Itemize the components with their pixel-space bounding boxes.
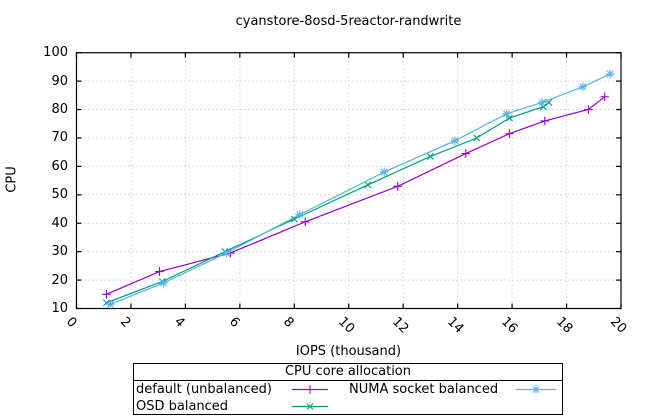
data-point-marker bbox=[461, 149, 471, 158]
data-point-marker bbox=[102, 289, 111, 299]
data-point-marker bbox=[364, 181, 372, 189]
legend-entry-label: OSD balanced bbox=[136, 399, 229, 414]
legend-sample-line bbox=[292, 398, 328, 415]
data-point-marker bbox=[106, 299, 115, 309]
data-point-marker bbox=[300, 217, 310, 227]
y-tick-label: 10 bbox=[51, 301, 68, 316]
data-point-marker bbox=[600, 92, 609, 102]
data-point-marker bbox=[159, 278, 168, 288]
series-line-default-unbalanced- bbox=[106, 96, 606, 295]
legend-sample-line bbox=[292, 381, 328, 398]
data-point-marker bbox=[221, 248, 231, 258]
x-axis-label: IOPS (thousand) bbox=[295, 344, 402, 359]
y-tick-label: 70 bbox=[51, 130, 68, 146]
legend-title: CPU core allocation bbox=[134, 364, 562, 381]
legend-entries: default (unbalanced) NUMA socket balanced… bbox=[134, 381, 562, 415]
data-point-marker bbox=[539, 103, 547, 111]
y-tick-label: 30 bbox=[51, 244, 68, 260]
y-tick-label: 50 bbox=[51, 187, 68, 203]
data-point-marker bbox=[450, 136, 460, 146]
data-point-marker bbox=[605, 69, 615, 79]
legend-box: CPU core allocation default (unbalanced)… bbox=[133, 363, 563, 415]
series-line-osd-balanced bbox=[106, 101, 550, 304]
chart-title: cyanstore-8osd-5reactor-randwrite bbox=[235, 14, 462, 29]
legend-entry-label: default (unbalanced) bbox=[136, 382, 272, 397]
data-point-marker bbox=[578, 82, 588, 92]
data-point-marker bbox=[502, 109, 511, 119]
data-point-marker bbox=[393, 181, 403, 191]
data-point-marker bbox=[426, 152, 434, 160]
y-tick-label: 100 bbox=[43, 45, 68, 61]
data-point-marker bbox=[155, 267, 164, 276]
data-point-marker bbox=[540, 116, 550, 126]
y-tick-label: 60 bbox=[51, 158, 68, 174]
y-tick-label: 40 bbox=[51, 215, 68, 231]
data-point-marker bbox=[295, 210, 305, 220]
data-point-marker bbox=[379, 167, 389, 177]
legend-entry-label: NUMA socket balanced bbox=[349, 382, 499, 397]
y-tick-label: 80 bbox=[51, 102, 68, 118]
data-point-marker bbox=[537, 98, 547, 107]
y-tick-label: 90 bbox=[51, 73, 68, 89]
series-line-numa-socket-balanced bbox=[110, 73, 611, 305]
data-point-marker bbox=[505, 114, 513, 122]
data-point-marker bbox=[473, 134, 481, 142]
data-point-marker bbox=[584, 105, 593, 114]
data-point-marker bbox=[102, 299, 110, 307]
y-tick-label: 20 bbox=[51, 272, 68, 288]
legend-sample-line bbox=[516, 381, 556, 398]
data-point-marker bbox=[505, 129, 514, 139]
plot-border bbox=[75, 52, 622, 310]
